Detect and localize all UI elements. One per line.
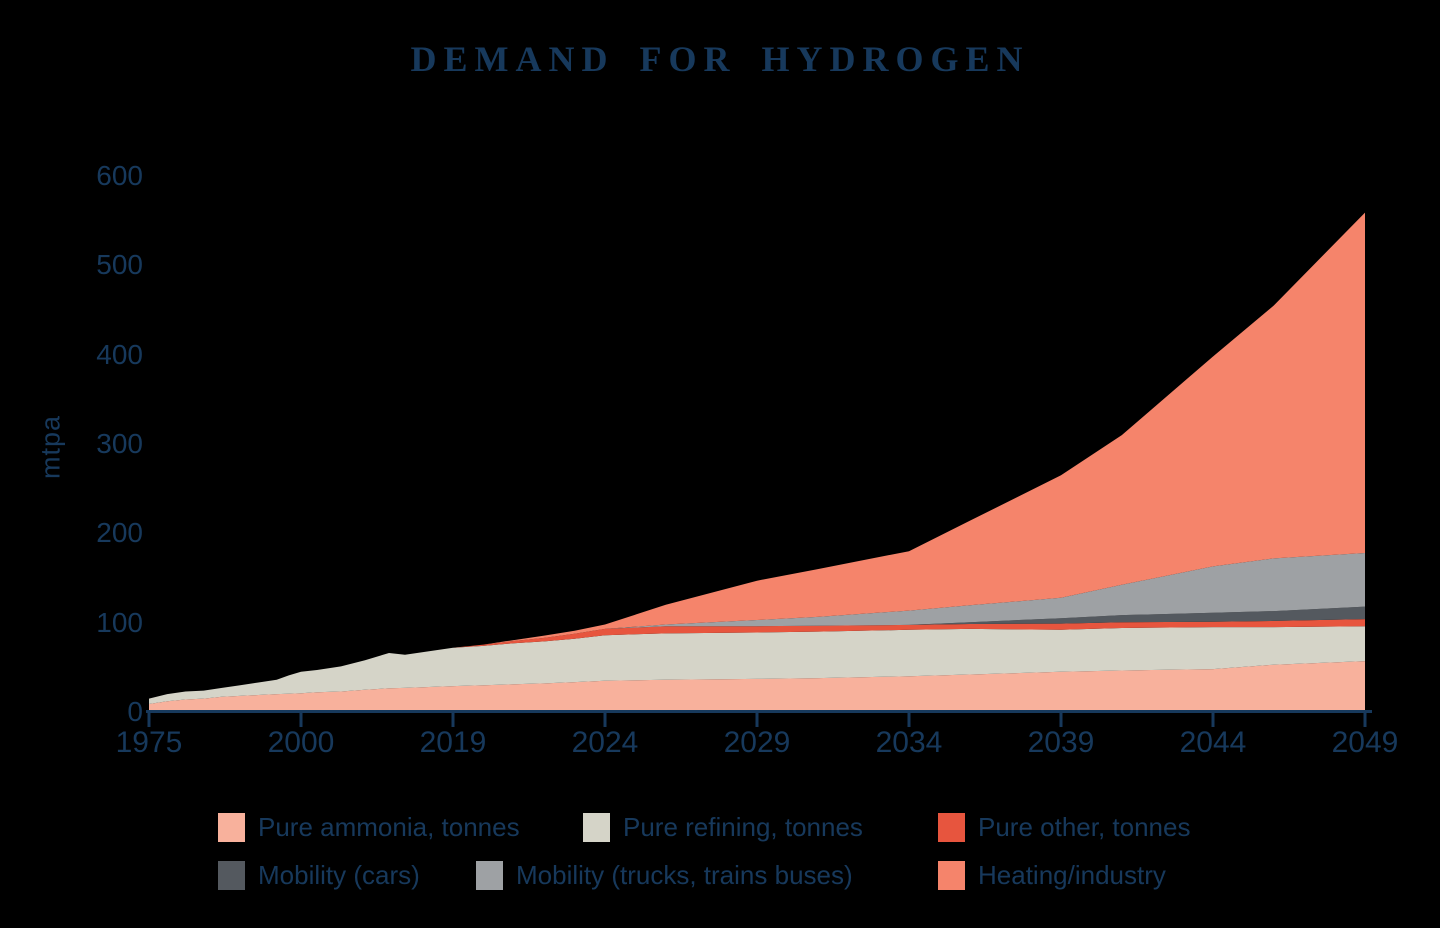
- legend-swatch-mobility-cars: [218, 860, 245, 890]
- y-tick-label-400: 400: [96, 338, 143, 370]
- legend-label-pure-ammonia: Pure ammonia, tonnes: [258, 812, 520, 842]
- legend-swatch-pure-ammonia: [218, 812, 245, 842]
- y-tick-label-100: 100: [96, 606, 143, 638]
- legend-item-pure-ammonia: Pure ammonia, tonnes: [218, 812, 520, 842]
- y-tick-label-600: 600: [96, 160, 143, 192]
- legend-item-pure-other: Pure other, tonnes: [938, 812, 1190, 842]
- y-tick-label-0: 0: [127, 696, 143, 727]
- x-tick-label-1975: 1975: [115, 726, 183, 759]
- legend-item-heating-industry: Heating/industry: [938, 860, 1166, 890]
- legend-item-mobility-trucks: Mobility (trucks, trains buses): [476, 860, 853, 890]
- legend-swatch-pure-refining: [583, 812, 610, 842]
- legend-label-pure-other: Pure other, tonnes: [978, 812, 1191, 842]
- legend-swatch-mobility-trucks: [476, 860, 503, 890]
- y-tick-label-300: 300: [96, 428, 143, 459]
- legend-item-pure-refining: Pure refining, tonnes: [583, 812, 863, 842]
- area-series-0: [149, 661, 1365, 712]
- x-tick-label-2039: 2039: [1027, 726, 1095, 759]
- area-series-5: [149, 212, 1365, 699]
- x-tick-label-2034: 2034: [875, 726, 943, 759]
- legend-label-heating-industry: Heating/industry: [978, 860, 1166, 890]
- x-tick-label-2019: 2019: [419, 726, 487, 759]
- x-tick-label-2029: 2029: [723, 726, 791, 759]
- area-series-3: [149, 606, 1365, 699]
- y-tick-label-500: 500: [96, 249, 143, 281]
- area-series-4: [149, 553, 1365, 699]
- x-tick-label-2000: 2000: [267, 726, 335, 759]
- x-tick-label-2024: 2024: [571, 726, 639, 759]
- legend-label-pure-refining: Pure refining, tonnes: [623, 812, 863, 842]
- x-tick-label-2049: 2049: [1331, 726, 1399, 759]
- legend-label-mobility-cars: Mobility (cars): [258, 860, 420, 890]
- legend-item-mobility-cars: Mobility (cars): [218, 860, 420, 890]
- x-axis: [146, 710, 1372, 727]
- y-tick-label-200: 200: [96, 517, 143, 549]
- legend-swatch-heating-industry: [938, 860, 965, 890]
- x-tick-label-2044: 2044: [1179, 726, 1247, 759]
- area-series-group: [149, 212, 1365, 712]
- legend-label-mobility-trucks: Mobility (trucks, trains buses): [516, 860, 853, 890]
- area-series-2: [149, 619, 1365, 699]
- legend-swatch-pure-other: [938, 812, 965, 842]
- area-series-1: [149, 626, 1365, 704]
- chart-title: DEMAND FOR HYDROGEN: [410, 39, 1030, 79]
